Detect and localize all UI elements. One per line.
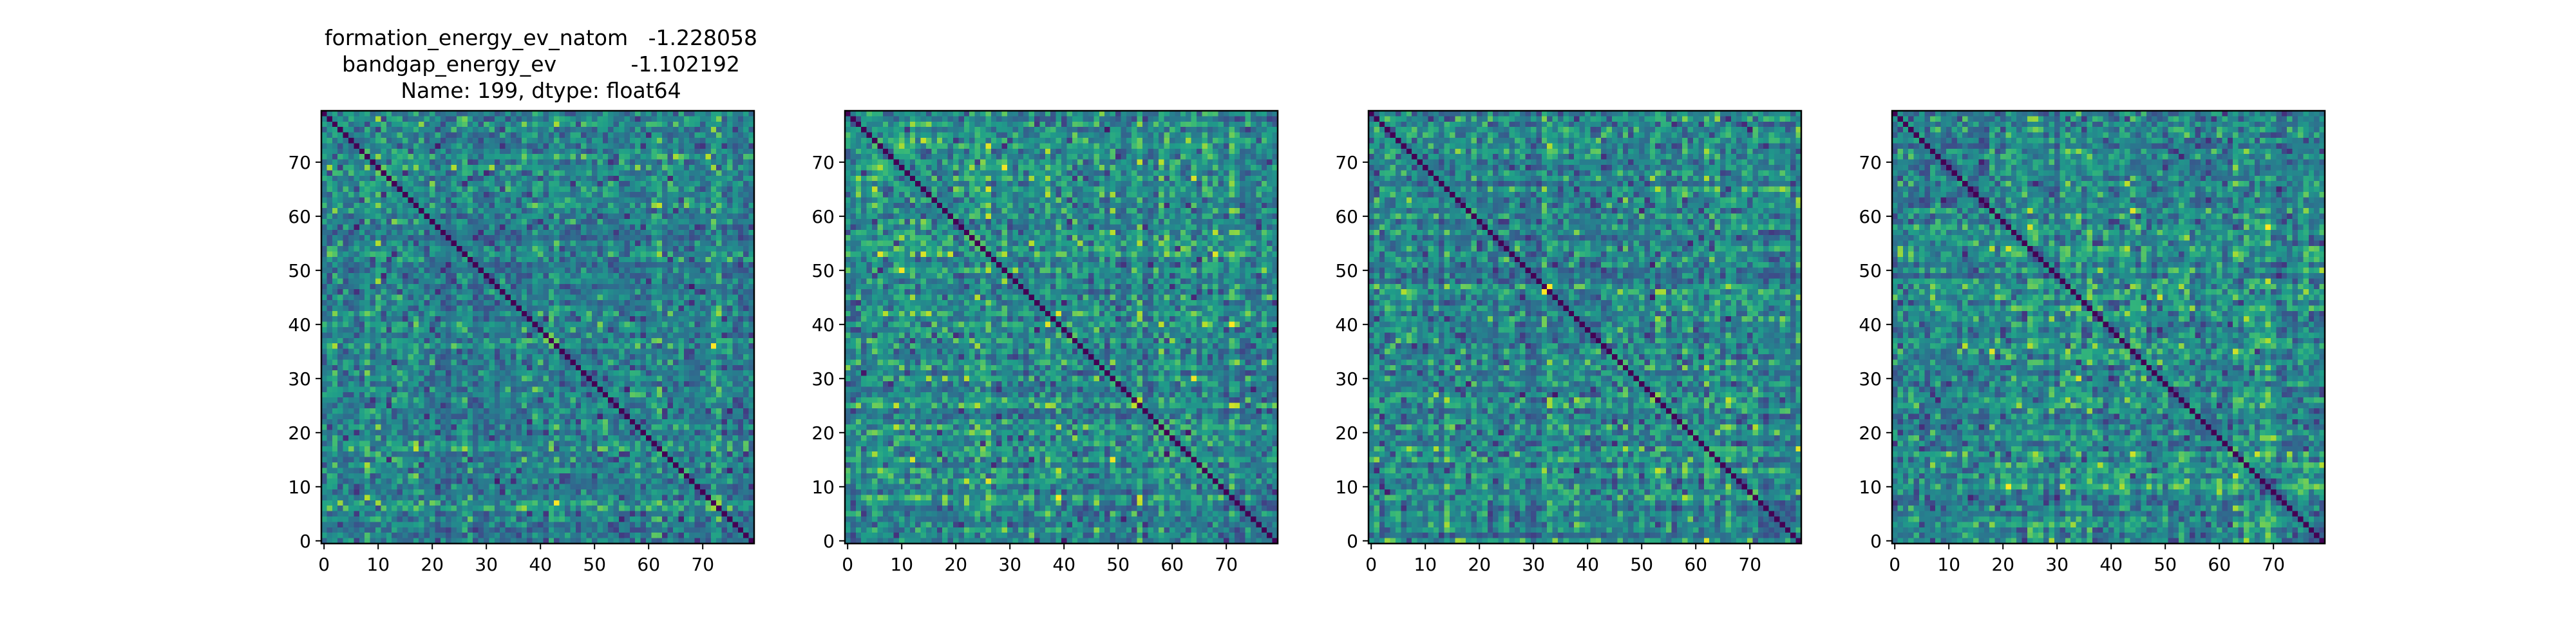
x-tick-label: 50 xyxy=(1630,554,1653,575)
x-tick-label: 70 xyxy=(2262,554,2285,575)
heatmap-panel-4: 0 10 20 30 40 50 60 70 0 10 20 30 40 50 60 70 xyxy=(1859,109,2326,575)
y-tick-label: 10 xyxy=(1859,477,1882,498)
y-tick-label: 10 xyxy=(1335,477,1358,498)
x-tick-label: 40 xyxy=(2099,554,2123,575)
y-tick-label: 60 xyxy=(811,206,835,227)
x-tick-label: 0 xyxy=(842,554,853,575)
x-tick-label: 30 xyxy=(475,554,498,575)
x-tick-label: 20 xyxy=(1991,554,2014,575)
x-tick-label: 60 xyxy=(1160,554,1184,575)
heatmap-panel-1: 0 10 20 30 40 50 60 70 0 10 20 30 40 50 60 70 xyxy=(288,109,755,575)
y-tick-label: 70 xyxy=(1335,152,1358,173)
y-tick-label: 50 xyxy=(1859,260,1882,281)
heatmap-matrix-1 xyxy=(321,111,754,544)
y-tick-label: 0 xyxy=(299,531,311,552)
y-tick-label: 70 xyxy=(1859,152,1882,173)
axes-frame xyxy=(320,109,755,545)
y-tick-label: 40 xyxy=(811,314,835,336)
axes-frame xyxy=(1891,109,2326,545)
x-tick-label: 10 xyxy=(1937,554,1960,575)
y-tick-label: 60 xyxy=(288,206,311,227)
y-tick-label: 50 xyxy=(1335,260,1358,281)
x-tick-label: 40 xyxy=(529,554,552,575)
x-tick-label: 10 xyxy=(366,554,390,575)
x-tick-label: 50 xyxy=(2154,554,2177,575)
heatmap-panel-3: 0 10 20 30 40 50 60 70 0 10 20 30 40 50 60 70 xyxy=(1335,109,1803,575)
x-tick-label: 0 xyxy=(318,554,330,575)
y-tick-label: 50 xyxy=(811,260,835,281)
x-tick-label: 60 xyxy=(637,554,660,575)
title-line-1: formation_energy_ev_natom -1.228058 xyxy=(325,25,757,50)
y-tick-label: 30 xyxy=(288,368,311,390)
x-tick-label: 0 xyxy=(1365,554,1377,575)
y-tick-label: 20 xyxy=(811,422,835,444)
y-tick-label: 30 xyxy=(1335,368,1358,390)
x-tick-label: 30 xyxy=(998,554,1021,575)
x-tick-label: 60 xyxy=(1684,554,1707,575)
x-tick-label: 10 xyxy=(890,554,913,575)
y-tick-label: 50 xyxy=(288,260,311,281)
y-tick-label: 20 xyxy=(288,422,311,444)
y-tick-label: 60 xyxy=(1859,206,1882,227)
heatmap-matrix-3 xyxy=(1368,111,1801,544)
y-tick-label: 10 xyxy=(288,477,311,498)
axes-frame xyxy=(844,109,1279,545)
x-tick-label: 10 xyxy=(1414,554,1437,575)
y-tick-label: 30 xyxy=(811,368,835,390)
x-tick-label: 50 xyxy=(1106,554,1130,575)
y-tick-label: 40 xyxy=(288,314,311,336)
title-line-3: Name: 199, dtype: float64 xyxy=(401,78,681,103)
y-tick-label: 70 xyxy=(288,152,311,173)
y-tick-label: 70 xyxy=(811,152,835,173)
x-tick-label: 30 xyxy=(1522,554,1545,575)
x-tick-label: 40 xyxy=(1576,554,1599,575)
x-tick-label: 0 xyxy=(1889,554,1900,575)
x-tick-label: 20 xyxy=(421,554,444,575)
x-tick-label: 30 xyxy=(2045,554,2069,575)
heatmap-panel-2: 0 10 20 30 40 50 60 70 0 10 20 30 40 50 60 70 xyxy=(811,109,1279,575)
y-tick-label: 30 xyxy=(1859,368,1882,390)
x-tick-label: 50 xyxy=(583,554,606,575)
y-tick-label: 0 xyxy=(1870,531,1882,552)
y-tick-label: 40 xyxy=(1859,314,1882,336)
y-tick-label: 10 xyxy=(811,477,835,498)
x-tick-label: 20 xyxy=(1468,554,1491,575)
y-tick-label: 0 xyxy=(1347,531,1358,552)
x-tick-label: 70 xyxy=(1215,554,1238,575)
heatmap-matrix-2 xyxy=(845,111,1278,544)
y-tick-label: 60 xyxy=(1335,206,1358,227)
x-tick-label: 20 xyxy=(944,554,967,575)
x-tick-label: 70 xyxy=(1738,554,1761,575)
y-tick-label: 40 xyxy=(1335,314,1358,336)
x-tick-label: 40 xyxy=(1052,554,1075,575)
x-tick-label: 70 xyxy=(691,554,714,575)
heatmap-panels: 0 10 20 30 40 50 60 70 0 10 20 30 40 50 60 70 0 10 20 30 40 5… xyxy=(288,109,2326,575)
y-tick-label: 20 xyxy=(1859,422,1882,444)
axes-frame xyxy=(1367,109,1803,545)
x-tick-label: 60 xyxy=(2208,554,2231,575)
y-tick-label: 20 xyxy=(1335,422,1358,444)
heatmap-matrix-4 xyxy=(1892,111,2325,544)
title-line-2: bandgap_energy_ev -1.102192 xyxy=(342,52,740,77)
y-tick-label: 0 xyxy=(823,531,835,552)
figure-title: formation_energy_ev_natom -1.228058 band… xyxy=(325,25,757,103)
